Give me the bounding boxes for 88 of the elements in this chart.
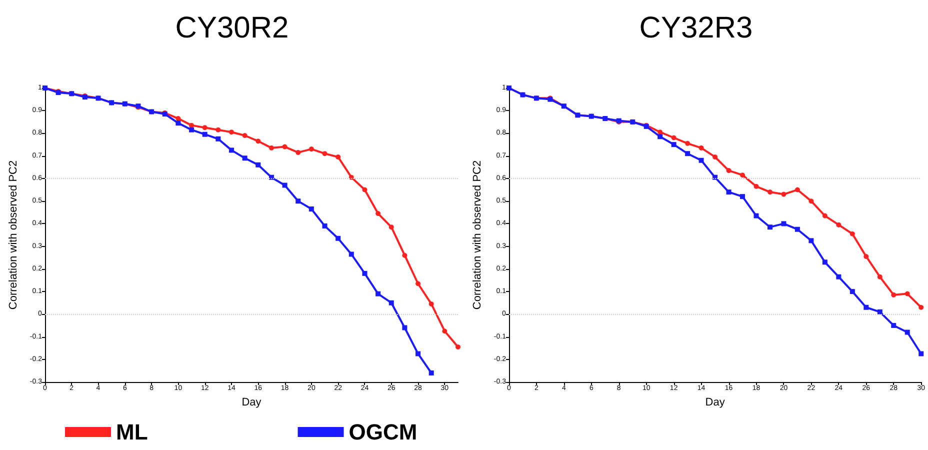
point — [904, 330, 910, 335]
point — [336, 236, 341, 241]
point — [767, 190, 772, 195]
point — [268, 145, 274, 150]
point — [242, 132, 248, 138]
point — [794, 226, 800, 232]
point — [740, 172, 746, 178]
point — [740, 194, 746, 200]
point — [336, 154, 341, 160]
x-axis-title: Day — [242, 396, 262, 408]
point — [402, 252, 408, 258]
point — [891, 292, 896, 298]
point — [362, 187, 368, 192]
point — [685, 151, 690, 156]
point — [698, 158, 704, 163]
point — [767, 224, 772, 230]
point — [322, 223, 328, 228]
point — [685, 140, 690, 146]
point — [322, 151, 328, 156]
point — [176, 116, 181, 122]
point — [850, 231, 855, 236]
point — [726, 168, 732, 174]
point — [362, 270, 368, 276]
point — [726, 190, 732, 195]
point — [442, 328, 448, 334]
point — [308, 146, 314, 152]
chart-title: CY32R3 — [639, 12, 753, 44]
point — [877, 274, 882, 280]
point — [808, 198, 814, 204]
point — [282, 182, 288, 188]
point — [456, 344, 460, 350]
point — [376, 211, 381, 216]
point — [864, 304, 869, 310]
point — [296, 198, 301, 204]
point — [282, 144, 288, 150]
point — [348, 252, 354, 257]
legend-label: ML — [116, 420, 148, 444]
point — [242, 156, 248, 161]
legend-label: OGCM — [348, 420, 418, 444]
point — [712, 174, 718, 180]
point — [808, 238, 814, 244]
point — [388, 300, 394, 306]
point — [754, 184, 759, 189]
point — [229, 130, 234, 135]
point — [416, 281, 421, 286]
chart-title: CY30R2 — [175, 12, 289, 44]
point — [202, 125, 208, 130]
point — [918, 304, 924, 310]
point — [216, 136, 221, 142]
point — [428, 370, 434, 376]
point — [388, 224, 394, 230]
point — [836, 274, 842, 280]
point — [877, 309, 882, 314]
point — [850, 289, 855, 294]
point — [754, 213, 759, 218]
point — [671, 135, 676, 140]
point — [671, 142, 676, 148]
point — [658, 130, 663, 135]
point — [904, 291, 910, 296]
point — [296, 150, 301, 155]
point — [189, 127, 194, 132]
y-axis-title: Correlation with observed PC2 — [8, 160, 20, 310]
point — [308, 206, 314, 212]
point — [836, 222, 842, 228]
point — [428, 301, 434, 306]
point — [416, 351, 421, 356]
point — [228, 148, 234, 153]
point — [822, 213, 828, 218]
point — [781, 221, 786, 226]
point — [256, 162, 261, 168]
point — [891, 322, 896, 328]
point — [658, 134, 663, 140]
point — [256, 138, 261, 144]
point — [216, 127, 221, 132]
point — [698, 145, 704, 150]
point — [376, 291, 381, 296]
point — [822, 260, 828, 265]
point — [176, 120, 181, 126]
point — [189, 122, 194, 128]
point — [712, 154, 718, 160]
point — [781, 192, 786, 197]
point — [202, 132, 208, 137]
point — [864, 254, 869, 259]
y-axis-title: Correlation with observed PC2 — [472, 160, 484, 310]
point — [918, 351, 924, 356]
x-axis-title: Day — [705, 396, 726, 408]
point — [794, 187, 800, 192]
point — [402, 325, 408, 330]
